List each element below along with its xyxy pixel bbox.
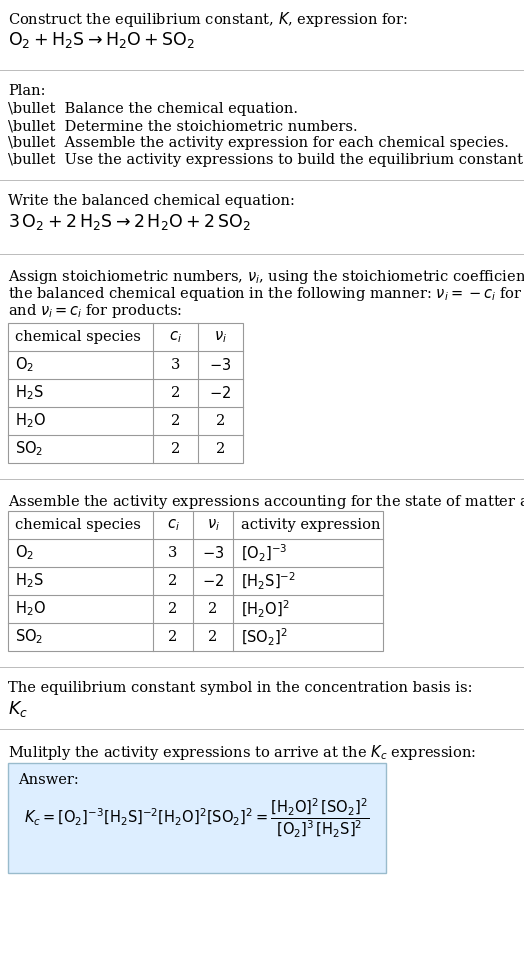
Text: $\nu_i$: $\nu_i$	[206, 517, 220, 533]
Text: 2: 2	[171, 386, 180, 400]
Text: \bullet  Assemble the activity expression for each chemical species.: \bullet Assemble the activity expression…	[8, 136, 509, 150]
Text: $\nu_i$: $\nu_i$	[214, 329, 227, 345]
Text: $-2$: $-2$	[210, 385, 232, 401]
Bar	[8, 323, 243, 463]
Text: $\mathrm{H_2O}$: $\mathrm{H_2O}$	[15, 599, 46, 619]
Text: Assign stoichiometric numbers, $\nu_i$, using the stoichiometric coefficients, $: Assign stoichiometric numbers, $\nu_i$, …	[8, 268, 524, 286]
Text: 2: 2	[168, 630, 178, 644]
Text: $K_c = [\mathrm{O_2}]^{-3} [\mathrm{H_2S}]^{-2} [\mathrm{H_2O}]^{2} [\mathrm{SO_: $K_c = [\mathrm{O_2}]^{-3} [\mathrm{H_2S…	[24, 796, 370, 840]
Text: $\mathrm{O_2}$: $\mathrm{O_2}$	[15, 543, 34, 563]
Text: Write the balanced chemical equation:: Write the balanced chemical equation:	[8, 194, 295, 208]
Text: $[\mathrm{H_2S}]^{-2}$: $[\mathrm{H_2S}]^{-2}$	[241, 570, 296, 592]
Text: $[\mathrm{H_2O}]^{2}$: $[\mathrm{H_2O}]^{2}$	[241, 598, 290, 620]
Text: and $\nu_i = c_i$ for products:: and $\nu_i = c_i$ for products:	[8, 302, 182, 320]
Text: $\mathrm{3\,O_2 + 2\,H_2S \rightarrow 2\,H_2O + 2\,SO_2}$: $\mathrm{3\,O_2 + 2\,H_2S \rightarrow 2\…	[8, 212, 250, 232]
Text: activity expression: activity expression	[241, 518, 380, 532]
Text: \bullet  Determine the stoichiometric numbers.: \bullet Determine the stoichiometric num…	[8, 119, 357, 133]
Bar	[8, 763, 386, 873]
Text: Assemble the activity expressions accounting for the state of matter and $\nu_i$: Assemble the activity expressions accoun…	[8, 493, 524, 511]
Text: $K_c$: $K_c$	[8, 699, 28, 719]
Text: Construct the equilibrium constant, $K$, expression for:: Construct the equilibrium constant, $K$,…	[8, 10, 408, 29]
Text: Plan:: Plan:	[8, 84, 46, 98]
Text: 2: 2	[171, 442, 180, 456]
Text: 2: 2	[171, 414, 180, 428]
Text: $c_i$: $c_i$	[169, 329, 182, 345]
Text: 2: 2	[216, 442, 225, 456]
Text: 2: 2	[216, 414, 225, 428]
Text: the balanced chemical equation in the following manner: $\nu_i = -c_i$ for react: the balanced chemical equation in the fo…	[8, 285, 524, 303]
Text: chemical species: chemical species	[15, 330, 141, 344]
Text: $\mathrm{SO_2}$: $\mathrm{SO_2}$	[15, 440, 43, 458]
Text: $[\mathrm{O_2}]^{-3}$: $[\mathrm{O_2}]^{-3}$	[241, 542, 287, 564]
Text: \bullet  Balance the chemical equation.: \bullet Balance the chemical equation.	[8, 102, 298, 116]
Text: \bullet  Use the activity expressions to build the equilibrium constant expressi: \bullet Use the activity expressions to …	[8, 153, 524, 167]
Text: $\mathrm{H_2S}$: $\mathrm{H_2S}$	[15, 384, 43, 402]
Text: $-3$: $-3$	[210, 357, 232, 373]
Text: $-3$: $-3$	[202, 545, 224, 561]
Text: 3: 3	[168, 546, 178, 560]
Text: $\mathrm{SO_2}$: $\mathrm{SO_2}$	[15, 627, 43, 647]
Text: $\mathrm{H_2O}$: $\mathrm{H_2O}$	[15, 412, 46, 430]
Text: The equilibrium constant symbol in the concentration basis is:: The equilibrium constant symbol in the c…	[8, 681, 473, 695]
Text: Mulitply the activity expressions to arrive at the $K_c$ expression:: Mulitply the activity expressions to arr…	[8, 743, 476, 762]
Text: Answer:: Answer:	[18, 773, 79, 787]
Text: $\mathrm{O_2 + H_2S \rightarrow H_2O + SO_2}$: $\mathrm{O_2 + H_2S \rightarrow H_2O + S…	[8, 30, 195, 50]
Text: 3: 3	[171, 358, 180, 372]
Text: chemical species: chemical species	[15, 518, 141, 532]
Text: $c_i$: $c_i$	[167, 517, 179, 533]
Text: $-2$: $-2$	[202, 573, 224, 589]
Text: $[\mathrm{SO_2}]^{2}$: $[\mathrm{SO_2}]^{2}$	[241, 626, 288, 648]
Text: 2: 2	[209, 602, 217, 616]
Text: 2: 2	[168, 602, 178, 616]
Text: 2: 2	[168, 574, 178, 588]
Bar	[8, 511, 383, 651]
Text: $\mathrm{H_2S}$: $\mathrm{H_2S}$	[15, 571, 43, 591]
Text: $\mathrm{O_2}$: $\mathrm{O_2}$	[15, 356, 34, 374]
Text: 2: 2	[209, 630, 217, 644]
